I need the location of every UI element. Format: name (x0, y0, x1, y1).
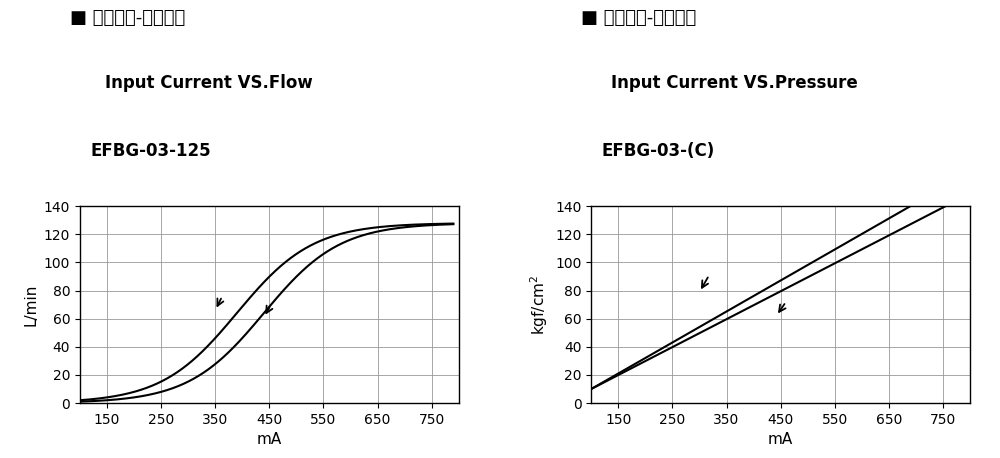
Text: ■ 入力電流-圧力特性: ■ 入力電流-圧力特性 (581, 10, 697, 27)
X-axis label: mA: mA (768, 432, 793, 447)
X-axis label: mA: mA (257, 432, 282, 447)
Y-axis label: kgf/cm$^2$: kgf/cm$^2$ (528, 274, 550, 335)
Text: Input Current VS.Flow: Input Current VS.Flow (105, 74, 313, 92)
Text: EFBG-03-(C): EFBG-03-(C) (601, 142, 715, 160)
Text: EFBG-03-125: EFBG-03-125 (90, 142, 211, 160)
Text: ■ 入力電流-流量特性: ■ 入力電流-流量特性 (70, 10, 185, 27)
Text: Input Current VS.Pressure: Input Current VS.Pressure (611, 74, 858, 92)
Y-axis label: L/min: L/min (23, 284, 38, 326)
